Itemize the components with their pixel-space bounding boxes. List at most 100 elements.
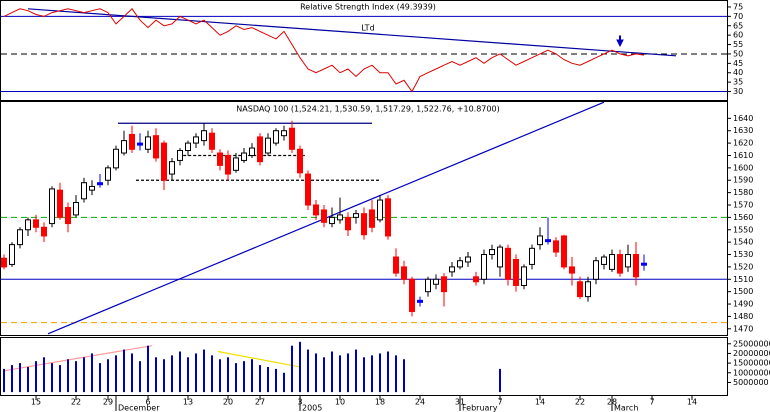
volume-bar <box>163 359 165 393</box>
candle-body <box>73 202 79 216</box>
y-tick-label: 1500 <box>733 287 753 296</box>
volume-bar <box>35 361 37 393</box>
candle-body <box>529 247 535 265</box>
candle-body <box>369 209 375 228</box>
y-tick-label: 1640 <box>733 114 753 123</box>
candle-body <box>593 260 599 280</box>
candle-body <box>289 127 295 150</box>
x-tick-label: 18 <box>375 398 385 407</box>
candle-body <box>121 140 127 154</box>
y-tick-label: 1480 <box>733 312 753 321</box>
trend-label: LTd <box>361 24 374 33</box>
candle-body <box>233 157 239 171</box>
candle-body <box>1 257 7 268</box>
rsi-title: Relative Strength Index (49.3939) <box>300 3 436 12</box>
candle-body <box>201 130 207 142</box>
candle-body <box>57 189 63 218</box>
candle-body <box>25 219 31 231</box>
y-tick-label: 1520 <box>733 262 753 271</box>
volume-bar <box>331 351 333 393</box>
y-tick-label: 1570 <box>733 201 753 210</box>
volume-bar <box>283 372 285 393</box>
x-tick-label: 7 <box>649 398 654 407</box>
candle-body <box>633 254 639 278</box>
volume-bar <box>363 357 365 393</box>
volume-bar <box>131 353 133 393</box>
candle-body <box>81 182 87 200</box>
y-tick-label: 1630 <box>733 126 753 135</box>
candle-body <box>385 198 391 237</box>
y-tick-label: 1580 <box>733 188 753 197</box>
candle-body <box>297 148 303 174</box>
volume-bar <box>51 363 53 393</box>
x-tick-label: 6 <box>145 398 150 407</box>
candle-body <box>225 154 231 175</box>
volume-bar <box>371 355 373 393</box>
volume-bar <box>203 349 205 393</box>
candle-body <box>513 258 519 286</box>
volume-bar <box>107 359 109 393</box>
candle-body <box>393 256 399 274</box>
candle-body <box>249 147 255 156</box>
month-label: February <box>462 404 498 412</box>
candle-body <box>185 142 191 152</box>
volume-bar <box>259 365 261 393</box>
candle-body <box>169 161 175 175</box>
candle-body <box>457 260 463 268</box>
volume-bar <box>187 357 189 393</box>
candle-body <box>377 199 383 221</box>
candle-body <box>113 148 119 169</box>
x-tick-label: 22 <box>71 398 81 407</box>
candle-body <box>409 278 415 312</box>
panel-frame <box>0 337 728 396</box>
x-tick-label: 7 <box>497 398 502 407</box>
volume-bar <box>403 359 405 393</box>
candle-body <box>537 235 543 246</box>
candle-body <box>609 254 615 270</box>
candle-body <box>481 254 487 280</box>
candle-body <box>9 244 15 265</box>
volume-bar <box>307 349 309 393</box>
volume-bar <box>139 361 141 393</box>
y-tick-label: 1620 <box>733 139 753 148</box>
candle-body <box>465 256 471 263</box>
candle-body <box>553 240 559 253</box>
x-tick-label: 10 <box>335 398 345 407</box>
candle-body <box>209 132 215 150</box>
candle-body <box>417 299 423 303</box>
volume-bar <box>291 345 293 393</box>
volume-bar <box>227 357 229 393</box>
y-tick-label: 5000000 <box>733 378 769 387</box>
volume-bar <box>27 366 29 393</box>
volume-bar <box>299 341 301 393</box>
volume-bar <box>171 355 173 393</box>
volume-bar <box>3 368 5 393</box>
arrow-marker <box>616 35 624 48</box>
volume-bar <box>379 353 381 393</box>
y-tick-label: 45 <box>733 59 743 68</box>
trend-line <box>3 345 153 372</box>
candle-body <box>265 137 271 154</box>
month-label: 2005 <box>302 404 322 412</box>
volume-bar <box>395 355 397 393</box>
volume-bar <box>387 351 389 393</box>
y-tick-label: 15000000 <box>733 359 770 368</box>
candle-body <box>521 266 527 286</box>
y-tick-label: 1600 <box>733 163 753 172</box>
panel-frame <box>0 101 728 336</box>
y-tick-label: 25000000 <box>733 339 770 348</box>
volume-bar <box>99 363 101 393</box>
y-tick-label: 1560 <box>733 213 753 222</box>
y-tick-label: 60 <box>733 31 743 40</box>
y-tick-label: 75 <box>733 2 743 11</box>
y-tick-label: 1610 <box>733 151 753 160</box>
candle-body <box>585 281 591 298</box>
candle-body <box>601 256 607 265</box>
candle-body <box>561 235 567 268</box>
candle-body <box>97 182 103 186</box>
volume-bar <box>235 363 237 393</box>
volume-bar <box>211 355 213 393</box>
y-tick-label: 1470 <box>733 324 753 333</box>
y-tick-label: 10000000 <box>733 368 770 377</box>
